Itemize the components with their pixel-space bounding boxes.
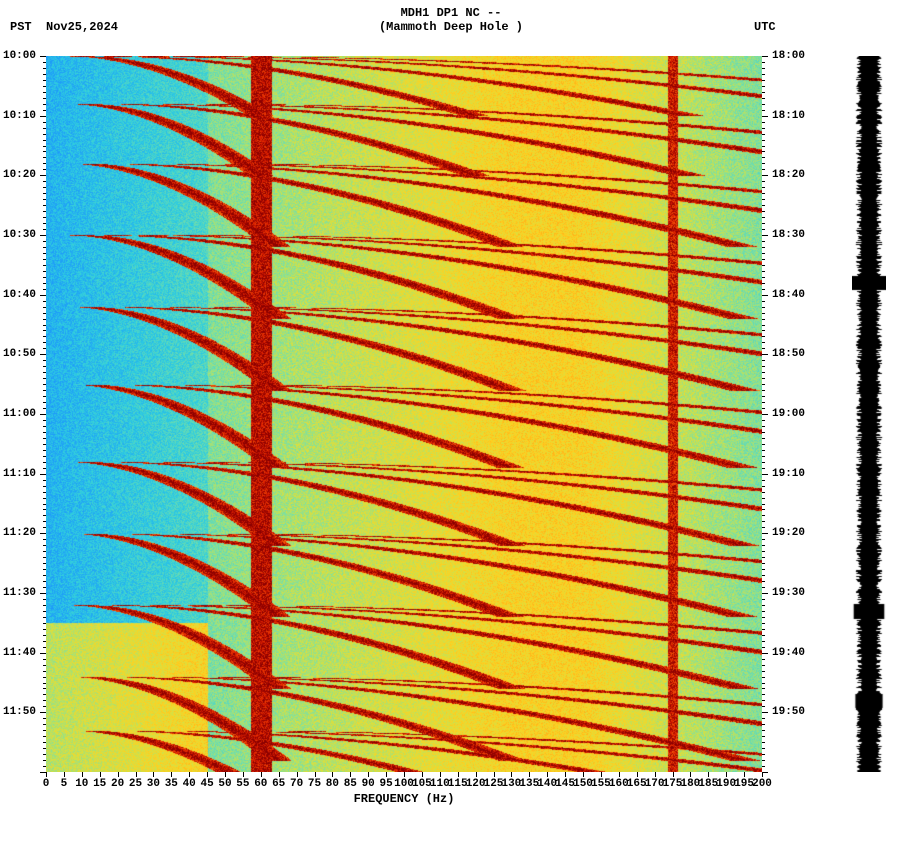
tick-label: 110	[430, 778, 450, 790]
tick-label: 130	[501, 778, 521, 790]
x-axis-label: FREQUENCY (Hz)	[354, 792, 455, 806]
tick-label: 165	[627, 778, 647, 790]
tick-label: 19:30	[772, 587, 805, 599]
tick-label: 80	[326, 778, 339, 790]
tick-label: 18:50	[772, 348, 805, 360]
tick-label: 25	[129, 778, 142, 790]
tick-label: 135	[519, 778, 539, 790]
tick-label: 19:20	[772, 527, 805, 539]
tick-label: 11:30	[3, 587, 36, 599]
tick-label: 200	[752, 778, 772, 790]
tick-label: 15	[93, 778, 106, 790]
tick-label: 10:40	[3, 289, 36, 301]
tick-label: 10:30	[3, 229, 36, 241]
tick-label: 85	[344, 778, 357, 790]
tick-label: 90	[362, 778, 375, 790]
tick-label: 20	[111, 778, 124, 790]
tick-label: 100	[394, 778, 414, 790]
tick-label: 10:50	[3, 348, 36, 360]
tick-label: 150	[573, 778, 593, 790]
tick-label: 45	[200, 778, 213, 790]
tick-label: 0	[43, 778, 50, 790]
tick-label: 155	[591, 778, 611, 790]
tick-label: 10:20	[3, 169, 36, 181]
tick-label: 18:00	[772, 50, 805, 62]
tick-label: 185	[698, 778, 718, 790]
tick-label: 115	[448, 778, 468, 790]
tick-label: 140	[537, 778, 557, 790]
spectrogram-canvas	[46, 56, 762, 772]
tick-label: 95	[379, 778, 392, 790]
amplitude-sidebar	[852, 56, 886, 772]
tick-label: 55	[236, 778, 249, 790]
tick-label: 19:10	[772, 468, 805, 480]
tick-label: 120	[466, 778, 486, 790]
title-line1: MDH1 DP1 NC --	[0, 6, 902, 20]
tick-label: 11:40	[3, 647, 36, 659]
tick-label: 30	[147, 778, 160, 790]
tick-label: 10	[75, 778, 88, 790]
tick-label: 75	[308, 778, 321, 790]
tick-label: 40	[183, 778, 196, 790]
tick-label: 125	[484, 778, 504, 790]
tick-label: 11:10	[3, 468, 36, 480]
tick-label: 19:50	[772, 706, 805, 718]
tick-label: 10:10	[3, 110, 36, 122]
tick-label: 18:30	[772, 229, 805, 241]
amplitude-canvas	[852, 56, 886, 772]
tick-label: 19:40	[772, 647, 805, 659]
tick-label: 10:00	[3, 50, 36, 62]
tick-label: 11:50	[3, 706, 36, 718]
tick-label: 170	[645, 778, 665, 790]
tick-label: 11:00	[3, 408, 36, 420]
tick-label: 160	[609, 778, 629, 790]
tick-label: 180	[680, 778, 700, 790]
tick-label: 145	[555, 778, 575, 790]
tick-label: 5	[61, 778, 68, 790]
tick-label: 195	[734, 778, 754, 790]
tz-right-label: UTC	[754, 20, 776, 34]
tick-label: 35	[165, 778, 178, 790]
tick-label: 18:40	[772, 289, 805, 301]
tick-label: 60	[254, 778, 267, 790]
tick-label: 65	[272, 778, 285, 790]
spectrogram-plot: 10:0010:1010:2010:3010:4010:5011:0011:10…	[46, 56, 762, 772]
tick-label: 175	[663, 778, 683, 790]
tick-label: 190	[716, 778, 736, 790]
tick-label: 11:20	[3, 527, 36, 539]
tick-label: 105	[412, 778, 432, 790]
tick-label: 18:20	[772, 169, 805, 181]
tick-label: 70	[290, 778, 303, 790]
tick-label: 50	[218, 778, 231, 790]
tick-label: 18:10	[772, 110, 805, 122]
spectrogram-figure: PST Nov25,2024 MDH1 DP1 NC -- (Mammoth D…	[0, 0, 902, 864]
tick-label: 19:00	[772, 408, 805, 420]
